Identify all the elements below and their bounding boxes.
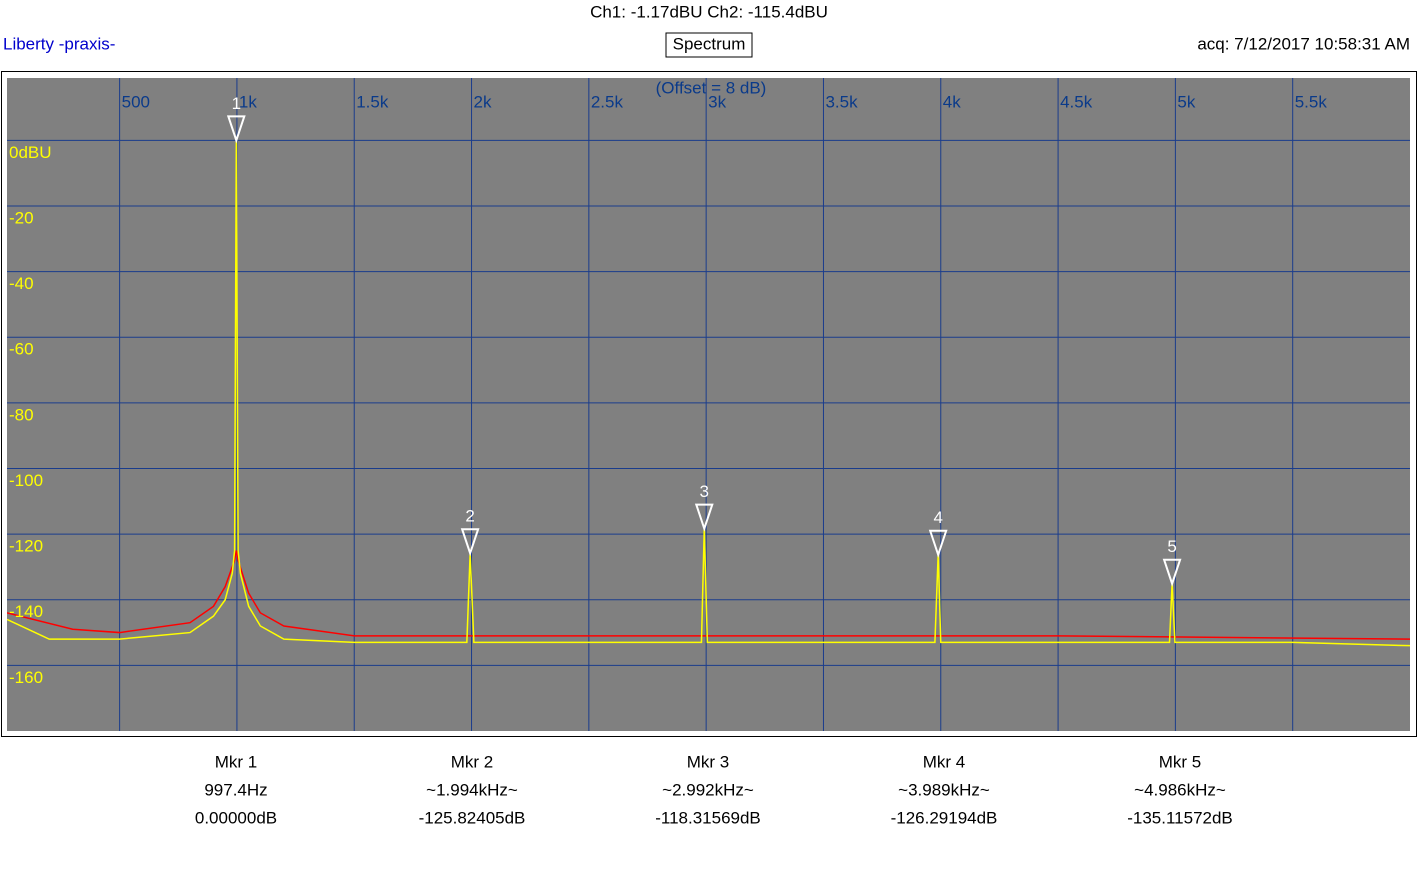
mode-label: Spectrum: [673, 34, 746, 53]
y-tick-label: -120: [9, 537, 43, 556]
y-tick-label: 0dBU: [9, 143, 52, 162]
x-tick-label: 500: [122, 92, 150, 111]
marker-frequency: ~3.989kHz~: [898, 780, 990, 799]
plot-area: [7, 78, 1410, 731]
x-tick-label: 4k: [943, 92, 961, 111]
marker-frequency: 997.4Hz: [204, 780, 267, 799]
marker-index: 5: [1167, 537, 1176, 556]
x-tick-label: 1.5k: [356, 92, 389, 111]
marker-level: -125.82405dB: [419, 808, 526, 827]
marker-frequency: ~4.986kHz~: [1134, 780, 1226, 799]
x-tick-label: 1k: [239, 92, 257, 111]
brand: Liberty -praxis-: [3, 34, 115, 53]
trace: [7, 550, 1410, 640]
x-tick-label: 2k: [474, 92, 492, 111]
y-tick-label: -80: [9, 405, 34, 424]
marker-frequency: ~2.992kHz~: [662, 780, 754, 799]
marker-level: -135.11572dB: [1127, 808, 1233, 827]
marker-level: -126.29194dB: [891, 808, 998, 827]
marker-index: 4: [933, 508, 942, 527]
marker-name: Mkr 2: [451, 752, 494, 771]
mode-box: [665, 32, 753, 58]
marker-name: Mkr 5: [1159, 752, 1202, 771]
marker-name: Mkr 4: [923, 752, 966, 771]
marker-triangle: [928, 529, 948, 558]
marker-triangle: [460, 528, 480, 557]
y-tick-label: -160: [9, 668, 43, 687]
trace: [7, 140, 1410, 647]
x-tick-label: 3k: [708, 92, 726, 111]
x-tick-label: 2.5k: [591, 92, 624, 111]
x-tick-label: 5k: [1177, 92, 1195, 111]
marker-triangle: [1162, 558, 1182, 587]
y-tick-label: -40: [9, 274, 34, 293]
timestamp: acq: 7/12/2017 10:58:31 AM: [1197, 34, 1410, 53]
marker-index: 1: [232, 94, 241, 113]
marker-frequency: ~1.994kHz~: [426, 780, 518, 799]
marker-triangle: [694, 503, 714, 532]
x-tick-label: 4.5k: [1060, 92, 1093, 111]
x-tick-label: 3.5k: [825, 92, 858, 111]
channel-readout: Ch1: -1.17dBU Ch2: -115.4dBU: [590, 2, 828, 21]
marker-name: Mkr 3: [687, 752, 730, 771]
plot: [7, 78, 1410, 731]
marker-index: 3: [700, 482, 709, 501]
marker-level: 0.00000dB: [195, 808, 277, 827]
marker-index: 2: [465, 507, 474, 526]
x-tick-label: 5.5k: [1295, 92, 1328, 111]
marker-level: -118.31569dB: [655, 808, 761, 827]
marker-triangle: [226, 115, 246, 144]
y-tick-label: -100: [9, 471, 43, 490]
offset-annotation: (Offset = 8 dB): [656, 78, 767, 97]
y-tick-label: -140: [9, 602, 43, 621]
marker-name: Mkr 1: [215, 752, 258, 771]
y-tick-label: -20: [9, 208, 34, 227]
y-tick-label: -60: [9, 340, 34, 359]
